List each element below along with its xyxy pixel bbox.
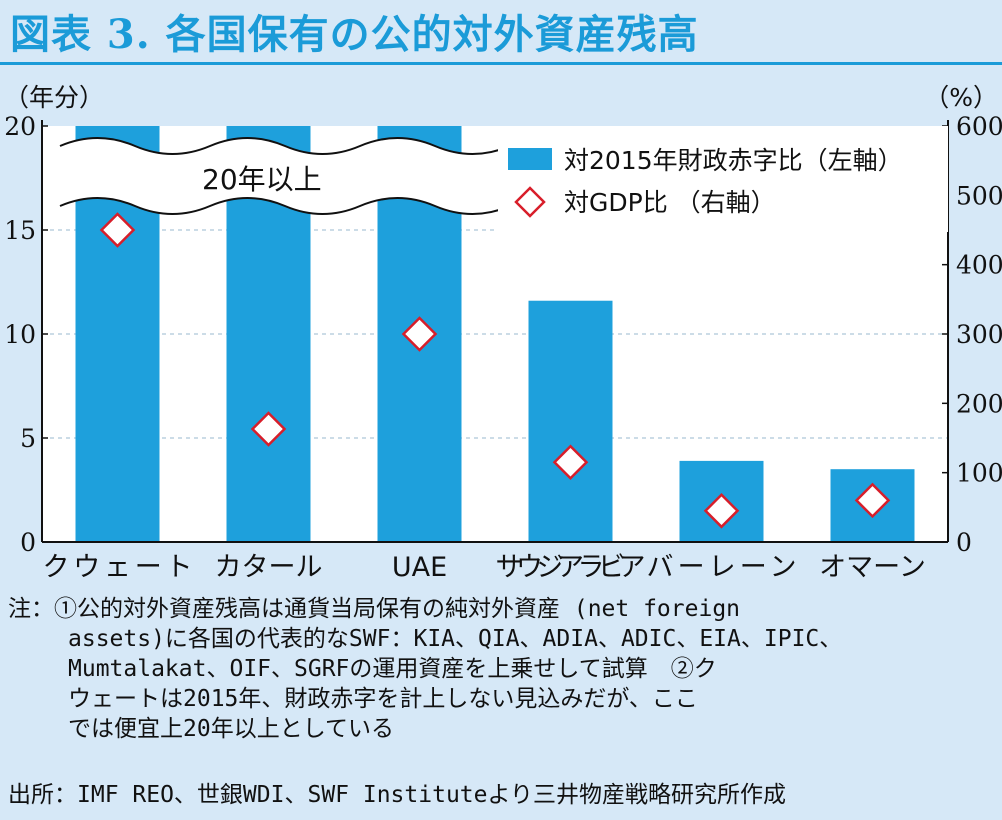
right-tick-label: 600 xyxy=(956,112,1002,141)
gdp-ratio-marker xyxy=(401,316,438,352)
x-tick-label: バーレーン xyxy=(647,552,797,583)
x-tick-label: サウジアラビア xyxy=(496,552,646,583)
x-tick-label: カタール xyxy=(215,552,323,583)
legend-swatch-bars xyxy=(508,148,552,170)
break-annotation: 20年以上 xyxy=(202,163,322,196)
notes: 注： ①公的対外資産残高は通貨当局保有の純対外資産 (net foreign a… xyxy=(8,594,998,744)
x-tick-label: UAE xyxy=(392,552,447,583)
notes-line-5: では便宜上20年以上としている xyxy=(68,716,395,742)
notes-line-4: ウェートは2015年、財政赤字を計上しない見込みだが、ここ xyxy=(68,686,698,712)
gdp-ratio-marker xyxy=(552,444,589,481)
right-tick-label: 500 xyxy=(956,181,1002,210)
gdp-ratio-marker xyxy=(99,212,136,248)
notes-line-2: assets)に各国の代表的なSWF：KIA、QIA、ADIA、ADIC、EIA… xyxy=(68,626,843,652)
x-tick-label: クウェート xyxy=(43,552,193,583)
left-tick-label: 10 xyxy=(4,320,36,349)
bar xyxy=(528,300,613,542)
notes-line-1: ①公的対外資産残高は通貨当局保有の純対外資産 (net foreign xyxy=(54,596,741,622)
axis-break-line-top xyxy=(59,137,511,155)
gdp-ratio-marker xyxy=(703,493,740,529)
axis-break-line-bottom xyxy=(59,197,511,215)
left-tick-label: 5 xyxy=(20,424,36,453)
axis-break-band xyxy=(60,138,510,214)
gdp-ratio-marker xyxy=(250,411,287,447)
legend-label-markers: 対GDP比 （右軸） xyxy=(564,188,776,217)
chart-title: 図表 3. 各国保有の公的対外資産残高 xyxy=(10,11,699,58)
x-tick-label: オマーン xyxy=(819,552,926,583)
right-tick-label: 0 xyxy=(956,528,972,557)
title-divider xyxy=(0,62,1002,65)
left-tick-label: 20 xyxy=(4,112,36,141)
left-axis-unit: （年分） xyxy=(4,83,104,112)
gdp-ratio-marker xyxy=(854,482,891,519)
left-tick-label: 0 xyxy=(20,528,36,557)
right-tick-label: 100 xyxy=(956,459,1002,488)
right-tick-label: 300 xyxy=(956,320,1002,349)
right-tick-label: 200 xyxy=(956,389,1002,418)
source-note: 出所：IMF REO、世銀WDI、SWF Instituteより三井物産戦略研究… xyxy=(8,782,787,808)
legend-background xyxy=(498,126,948,232)
notes-prefix: 注： xyxy=(8,596,54,622)
right-axis-unit: （%） xyxy=(924,83,998,112)
legend-swatch-markers xyxy=(514,186,546,218)
legend-label-bars: 対2015年財政赤字比（左軸） xyxy=(564,146,903,175)
notes-line-3: Mumtalakat、OIF、SGRFの運用資産を上乗せして試算 ②ク xyxy=(68,656,717,682)
left-tick-label: 15 xyxy=(4,216,36,245)
right-tick-label: 400 xyxy=(956,251,1002,280)
